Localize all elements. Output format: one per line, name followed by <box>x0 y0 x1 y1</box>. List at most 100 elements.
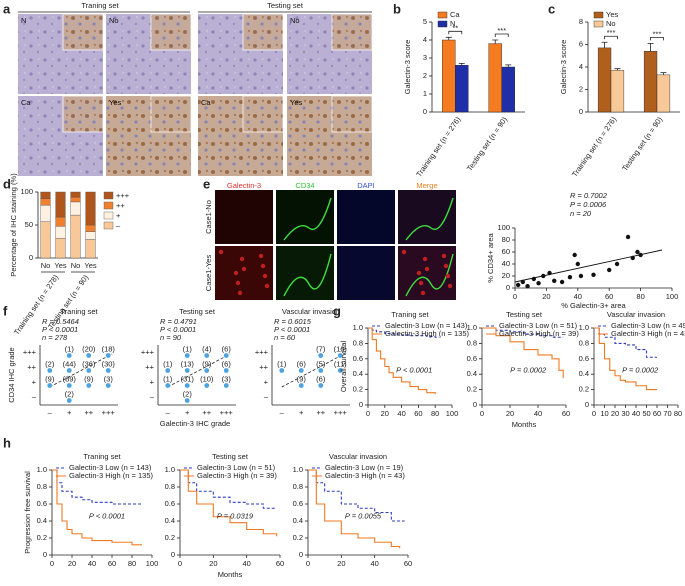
a-header: Traning set <box>81 1 119 10</box>
grade-point <box>318 383 324 388</box>
p-value: P = 0.0319 <box>217 512 254 521</box>
x-tick-label: 20 <box>381 409 389 418</box>
point <box>625 234 631 240</box>
count-label: (20) <box>82 344 96 353</box>
y-tick-label: +++ <box>255 347 269 356</box>
y-tick-label: 0.4 <box>579 369 589 378</box>
x-tick-label: 50 <box>642 409 650 418</box>
grade-point <box>184 353 190 358</box>
x-tick-label: ++ <box>202 408 211 417</box>
y-tick-label: – <box>150 392 155 401</box>
point <box>638 252 643 258</box>
point <box>515 282 521 288</box>
y-tick-label: – <box>264 392 269 401</box>
if-image <box>398 246 456 300</box>
y-tick-label: 2 <box>423 71 427 80</box>
y-tick-label: 2 <box>579 84 583 93</box>
legend-label: N <box>450 19 455 28</box>
p-value: P = 0.0002 <box>510 365 547 374</box>
grade-point <box>47 368 53 373</box>
if-image <box>337 190 395 244</box>
row-label: Case1-No <box>204 200 213 234</box>
x-tick-label: – <box>280 408 285 417</box>
x-tick-label: 60 <box>605 292 613 301</box>
x-tick-label: + <box>185 408 190 417</box>
legend-label: Galectin-3 Low (n = 143) <box>385 321 468 330</box>
inset <box>242 95 284 133</box>
panel-label: c <box>548 1 555 16</box>
survival-curve <box>594 327 657 391</box>
image-label: N <box>21 16 26 25</box>
inset <box>150 95 192 133</box>
grade-point <box>165 383 171 388</box>
cell <box>218 249 224 255</box>
stat-label: n = 60 <box>274 333 296 342</box>
sig-label: *** <box>653 29 662 38</box>
grade-point <box>47 383 53 388</box>
legend-label: Galectin-3 High (n = 135) <box>385 329 470 338</box>
grade-point <box>337 353 343 358</box>
count-label: (9) <box>202 359 212 368</box>
grade-point <box>223 383 229 388</box>
x-tick-label: 60 <box>653 409 661 418</box>
survival-curve <box>180 469 278 537</box>
y-tick-label: 5 <box>423 17 427 26</box>
x-tick-label: ++ <box>84 408 93 417</box>
chart-title: Traning set <box>60 307 98 316</box>
bar-segment <box>85 224 96 232</box>
y-tick-label: 0 <box>299 550 303 559</box>
bar-segment <box>70 197 81 203</box>
survival-curve <box>368 327 440 338</box>
grade-point <box>298 383 304 388</box>
y-tick-label: 0.8 <box>353 338 363 347</box>
bar-segment <box>70 201 81 216</box>
panel-label: g <box>333 303 341 318</box>
chart-title: Testing set <box>506 310 543 319</box>
count-label: (3) <box>104 374 114 383</box>
count-label: (9) <box>84 374 94 383</box>
x-tick-label: 0 <box>50 559 54 568</box>
y-tick-label: 0 <box>585 400 589 409</box>
grade-point <box>318 368 324 373</box>
x-tick-label: 60 <box>404 559 412 568</box>
x-tick-label: Training set (n = 276) <box>570 115 619 179</box>
legend-swatch <box>103 201 114 210</box>
survival-curve <box>180 469 277 509</box>
cell <box>424 266 430 272</box>
x-tick-label: 40 <box>88 559 96 568</box>
vessel <box>283 253 332 297</box>
cell <box>258 253 264 259</box>
survival-curve <box>482 327 564 379</box>
x-tick-label: 40 <box>574 292 582 301</box>
y-tick-label: 100 <box>497 223 510 232</box>
count-label: (6) <box>316 374 326 383</box>
count-label: (9) <box>45 374 55 383</box>
x-tick-label: 20 <box>337 559 345 568</box>
x-tick-label: Yes <box>84 261 96 270</box>
trend-line <box>49 353 113 388</box>
point <box>552 278 557 283</box>
count-label: (1) <box>65 344 75 353</box>
stat-label: R = 0.4791 <box>160 317 197 326</box>
legend-label: + <box>116 211 121 220</box>
x-tick-label: 0 <box>178 559 182 568</box>
grade-point <box>184 383 190 388</box>
cell <box>237 290 243 296</box>
legend-label: Galectin-3 High (n = 43) <box>325 471 405 480</box>
legend-label: +++ <box>116 191 130 200</box>
point <box>559 279 565 285</box>
x-tick-label: 20 <box>506 409 514 418</box>
stat-label: R = 0.6015 <box>274 317 312 326</box>
bar-segment <box>55 226 66 239</box>
y-tick-label: 40 <box>502 259 510 268</box>
x-tick-label: 20 <box>68 559 76 568</box>
vessel <box>405 197 454 241</box>
x-tick-label: + <box>299 408 304 417</box>
grade-point <box>204 368 210 373</box>
inset <box>242 13 284 51</box>
y-tick-label: 0 <box>43 550 47 559</box>
chart-title: Vascular invasion <box>329 452 387 461</box>
y-tick-label: 0.8 <box>37 482 47 491</box>
stat-label: P < 0.0001 <box>274 325 310 334</box>
if-image <box>215 190 273 244</box>
